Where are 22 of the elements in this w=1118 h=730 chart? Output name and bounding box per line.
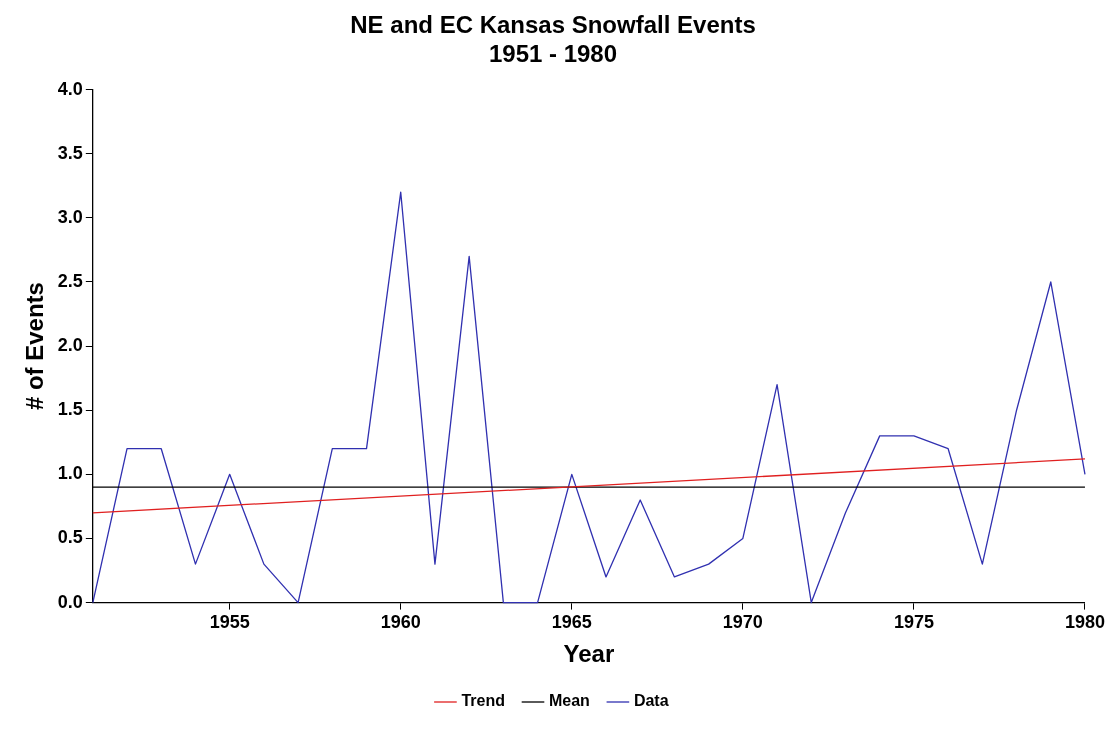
y-tick-label: 0.0 xyxy=(57,591,83,612)
x-tick-label: 1980 xyxy=(1064,612,1105,633)
x-tick-label: 1955 xyxy=(209,612,250,633)
y-tick-label: 1.0 xyxy=(57,463,83,484)
y-axis-title: # of Events xyxy=(21,282,49,411)
x-tick-label: 1975 xyxy=(893,612,934,633)
y-tick-label: 3.0 xyxy=(57,206,83,227)
legend-label: Trend xyxy=(461,692,505,710)
x-tick-label: 1960 xyxy=(380,612,421,633)
chart-subtitle: 1951 - 1980 xyxy=(488,39,618,67)
y-tick-label: 4.0 xyxy=(57,78,83,99)
y-tick-label: 2.0 xyxy=(57,335,83,356)
y-tick-label: 2.5 xyxy=(57,270,83,291)
legend-label: Data xyxy=(633,692,669,710)
x-tick-label: 1965 xyxy=(551,612,592,633)
x-axis-title: Year xyxy=(563,640,615,668)
y-tick-label: 1.5 xyxy=(57,399,83,420)
x-tick-label: 1970 xyxy=(722,612,763,633)
y-tick-label: 0.5 xyxy=(57,527,83,548)
y-tick-label: 3.5 xyxy=(57,142,83,163)
chart-title: NE and EC Kansas Snowfall Events xyxy=(350,11,756,39)
legend-label: Mean xyxy=(548,692,590,710)
